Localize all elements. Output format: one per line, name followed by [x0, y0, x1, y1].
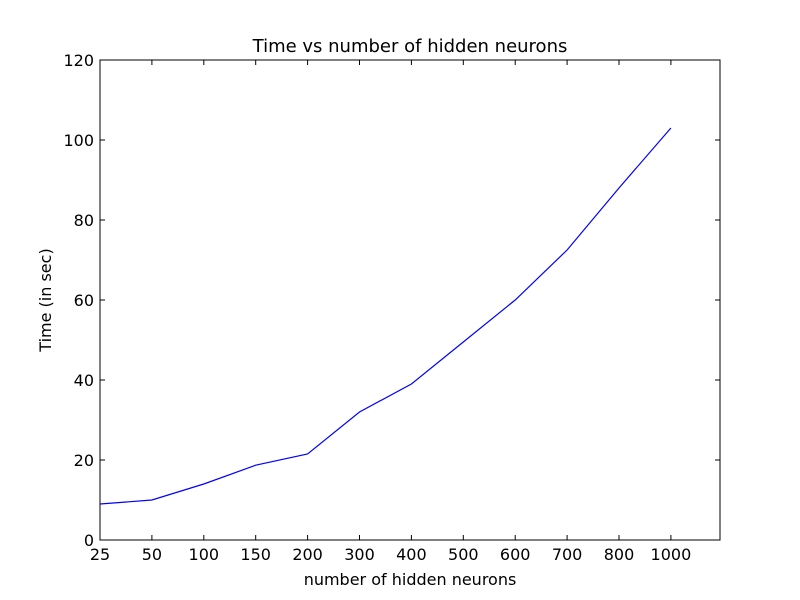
series-line — [99, 127, 672, 505]
plot-area — [99, 59, 721, 541]
y-tick-label: 60 — [74, 291, 94, 310]
data-series — [99, 127, 672, 505]
x-tick-label: 800 — [604, 545, 635, 564]
x-axis-label: number of hidden neurons — [304, 570, 517, 589]
x-tick-label: 500 — [448, 545, 479, 564]
x-tick-label: 700 — [552, 545, 583, 564]
x-tick-label: 600 — [500, 545, 531, 564]
y-axis-label: Time (in sec) — [36, 248, 55, 352]
y-tick-label: 80 — [74, 211, 94, 230]
y-tick-label: 40 — [74, 371, 94, 390]
y-tick-label: 120 — [63, 51, 94, 70]
chart-title: Time vs number of hidden neurons — [252, 36, 568, 57]
x-tick-label: 400 — [396, 545, 427, 564]
x-tick-label: 300 — [344, 545, 375, 564]
x-tick-label: 25 — [90, 545, 110, 564]
y-tick-label: 20 — [74, 451, 94, 470]
x-tick-label: 200 — [292, 545, 323, 564]
y-tick-label: 0 — [84, 531, 94, 550]
y-tick-label: 100 — [63, 131, 94, 150]
x-tick-label: 50 — [142, 545, 162, 564]
tick-labels: 25 50 100 150 200 300 400 500 600 700 800 1000 0 20 40… — [63, 51, 691, 564]
tick-marks — [99, 59, 720, 541]
x-tick-label: 150 — [240, 545, 271, 564]
x-tick-label: 1000 — [651, 545, 692, 564]
x-tick-label: 100 — [189, 545, 220, 564]
